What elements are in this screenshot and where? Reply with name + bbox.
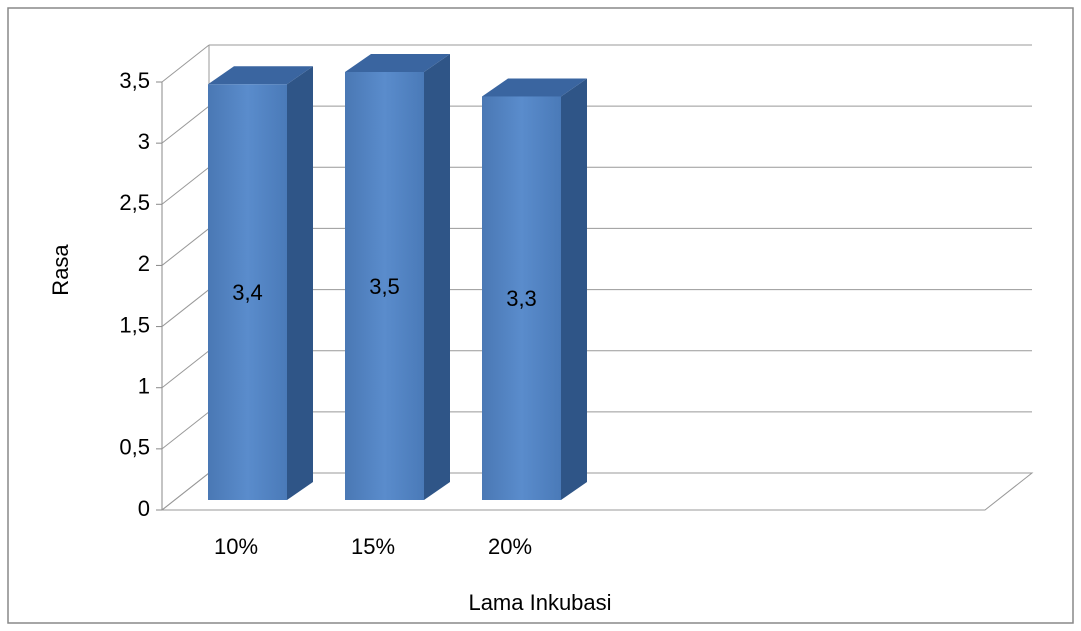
- x-tick-label: 15%: [351, 534, 395, 559]
- bar-side: [424, 54, 450, 500]
- grid-line: [161, 228, 210, 266]
- grid-line: [161, 166, 210, 205]
- y-axis-title: Rasa: [48, 244, 73, 296]
- bar: [345, 72, 424, 500]
- y-tick-label: 0: [138, 496, 150, 521]
- bar-top: [482, 78, 587, 97]
- bar: [482, 96, 561, 500]
- grid-line: [161, 44, 210, 83]
- y-tick-label: 1,5: [119, 312, 150, 337]
- grid-line: [161, 472, 210, 511]
- bar-top: [345, 54, 450, 72]
- bar-side: [561, 78, 587, 500]
- y-tick-label: 1: [138, 374, 150, 399]
- grid-line: [161, 411, 210, 450]
- y-tick-label: 3: [138, 129, 150, 154]
- x-tick-label: 10%: [214, 534, 258, 559]
- bar-side: [287, 66, 313, 500]
- data-label: 3,4: [232, 280, 263, 305]
- grid-line: [161, 289, 210, 327]
- y-tick-label: 3,5: [119, 68, 150, 93]
- bar-top: [208, 66, 313, 85]
- y-tick-label: 2,5: [119, 190, 150, 215]
- data-label: 3,5: [369, 274, 400, 299]
- x-tick-label: 20%: [488, 534, 532, 559]
- grid-line: [161, 105, 210, 144]
- grid-line: [161, 350, 210, 389]
- y-tick-label: 2: [138, 251, 150, 276]
- data-label: 3,3: [506, 286, 537, 311]
- x-axis-title: Lama Inkubasi: [468, 590, 611, 615]
- y-tick-label: 0,5: [119, 435, 150, 460]
- bar: [208, 84, 287, 500]
